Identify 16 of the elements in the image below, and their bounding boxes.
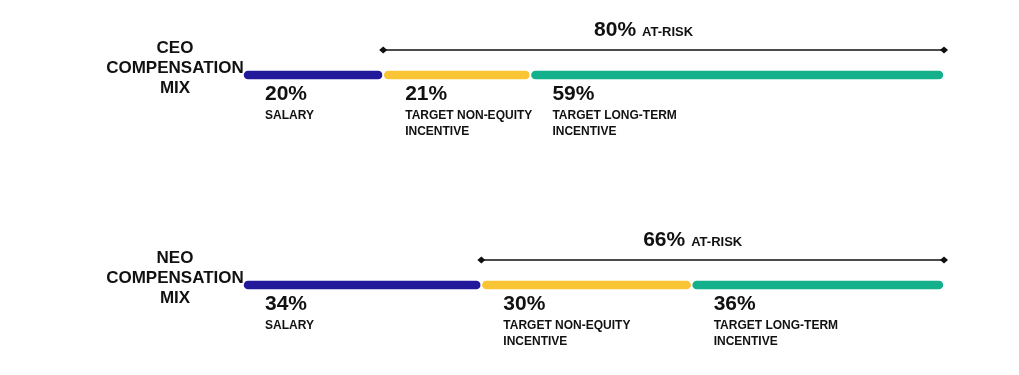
text: TARGET LONG-TERM INCENTIVE [713,318,839,348]
text: SALARY [265,108,314,122]
y-tick-label: CEO COMPENSATION MIX [106,38,244,97]
y-tick-label: NEO COMPENSATION MIX [106,248,244,307]
text: SALARY [265,318,314,332]
text: TARGET NON-EQUITY INCENTIVE [405,108,533,138]
data-label: 21% [405,81,448,104]
data-label: 20% [265,81,308,104]
text: TARGET LONG-TERM INCENTIVE [552,108,677,138]
data-label: 34% [265,291,308,314]
annotation: 66% AT-RISK [643,227,743,250]
data-label: 59% [552,81,595,104]
data-label: 30% [503,291,546,314]
annotation: 80% AT-RISK [594,17,694,40]
text: TARGET NON-EQUITY INCENTIVE [503,318,631,348]
data-label: 36% [713,291,756,314]
